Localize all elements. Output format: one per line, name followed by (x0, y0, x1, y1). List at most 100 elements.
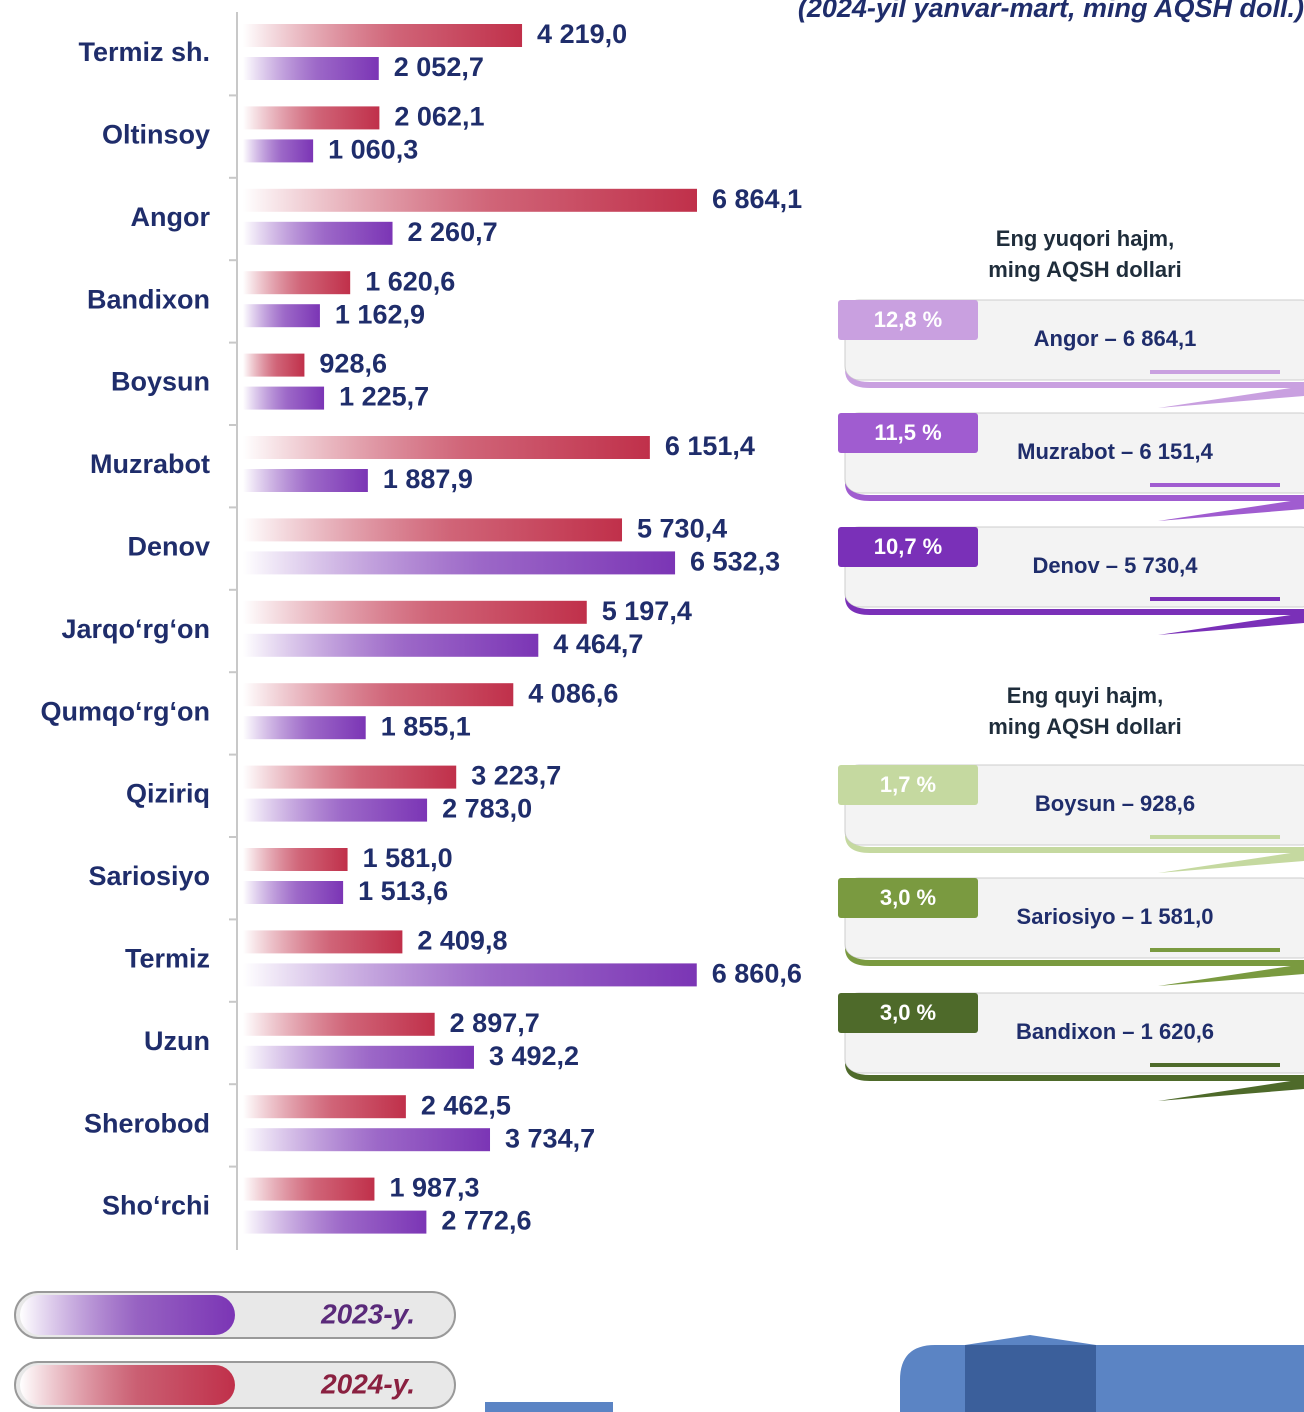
bar (243, 1177, 375, 1201)
value-label: 2 462,5 (421, 1090, 511, 1120)
bar (243, 963, 697, 987)
percent-label: 3,0 % (880, 885, 936, 910)
legend-swatch (20, 1365, 235, 1405)
value-label: 1 513,6 (358, 876, 448, 906)
decoration (485, 1402, 613, 1412)
category-label: Uzun (144, 1026, 210, 1056)
bar (243, 848, 348, 871)
bar (243, 600, 587, 624)
percent-tab (838, 300, 978, 340)
legend-label: 2024-y. (320, 1368, 415, 1399)
value-label: 2 260,7 (408, 217, 498, 247)
value-label: 3 492,2 (489, 1041, 579, 1071)
bar (243, 716, 366, 740)
bar (243, 930, 403, 954)
bar (243, 765, 457, 789)
category-label: Sariosiyo (88, 861, 210, 891)
decoration (965, 1345, 1096, 1412)
item-label: Denov – 5 730,4 (1032, 553, 1198, 578)
value-label: 1 225,7 (339, 382, 429, 412)
value-label: 2 409,8 (417, 926, 507, 956)
panel-flag (1158, 386, 1304, 408)
item-label: Boysun – 928,6 (1035, 791, 1195, 816)
value-label: 1 855,1 (381, 711, 471, 741)
subtitle: (2024-yil yanvar-mart, ming AQSH doll.) (798, 0, 1304, 23)
panel-flag (1158, 964, 1304, 986)
value-label: 1 060,3 (328, 135, 418, 165)
percent-tab (838, 878, 978, 918)
value-label: 1 887,9 (383, 464, 473, 494)
value-label: 6 864,1 (712, 184, 802, 214)
percent-label: 11,5 % (874, 420, 941, 445)
bar (243, 798, 428, 822)
panel-ribbon (845, 597, 1304, 615)
category-label: Termiz sh. (78, 37, 210, 67)
category-label: Boysun (111, 367, 210, 397)
panel-title: Eng quyi hajm, (1007, 683, 1163, 708)
decoration (900, 1335, 1304, 1412)
category-label: Qiziriq (126, 779, 210, 809)
panel-ribbon (845, 370, 1304, 388)
percent-tab (838, 413, 978, 453)
bar (243, 386, 325, 410)
bar (243, 1210, 427, 1234)
percent-tab (838, 527, 978, 567)
value-label: 2 772,6 (441, 1206, 531, 1236)
panel-ribbon (845, 835, 1304, 853)
bar (243, 633, 539, 657)
category-label: Denov (127, 532, 210, 562)
percent-label: 12,8 % (874, 307, 943, 332)
bar (243, 518, 623, 542)
panel-ribbon (845, 483, 1304, 501)
percent-label: 10,7 % (874, 534, 943, 559)
legend-label: 2023-y. (320, 1298, 415, 1329)
legend-swatch (20, 1295, 235, 1335)
bar (243, 139, 314, 163)
percent-label: 3,0 % (880, 1000, 936, 1025)
bar (243, 1095, 406, 1119)
value-label: 1 620,6 (365, 266, 455, 296)
bar (243, 353, 305, 377)
category-label: Oltinsoy (102, 120, 210, 150)
panel-flag (1158, 851, 1304, 873)
bar (243, 1128, 491, 1152)
bar (243, 271, 351, 295)
panel-unit: ming AQSH dollari (988, 257, 1182, 282)
bar (243, 1012, 435, 1036)
panel-ribbon (845, 1063, 1304, 1081)
bar (243, 24, 523, 47)
value-label: 6 532,3 (690, 547, 780, 577)
percent-label: 1,7 % (880, 772, 936, 797)
panel-flag (1158, 613, 1304, 635)
bar (243, 188, 697, 212)
value-label: 5 730,4 (637, 514, 727, 544)
bar (243, 106, 380, 130)
value-label: 2 052,7 (394, 52, 484, 82)
value-label: 3 223,7 (471, 761, 561, 791)
category-label: Termiz (125, 944, 210, 974)
value-label: 4 219,0 (537, 19, 627, 49)
panel-title: Eng yuqori hajm, (996, 226, 1174, 251)
item-label: Bandixon – 1 620,6 (1016, 1019, 1214, 1044)
bar (243, 551, 676, 575)
value-label: 1 581,0 (363, 843, 453, 873)
bar (243, 304, 320, 328)
value-label: 2 783,0 (442, 794, 532, 824)
value-label: 2 062,1 (394, 102, 484, 132)
value-label: 1 162,9 (335, 299, 425, 329)
value-label: 3 734,7 (505, 1123, 595, 1153)
item-label: Muzrabot – 6 151,4 (1017, 439, 1213, 464)
category-label: Qumqo‘rg‘on (41, 696, 210, 726)
value-label: 928,6 (319, 349, 387, 379)
category-label: Sho‘rchi (102, 1191, 210, 1221)
bar (243, 683, 514, 707)
bar (243, 469, 368, 492)
panel-flag (1158, 499, 1304, 521)
panel-flag (1158, 1079, 1304, 1101)
value-label: 6 151,4 (665, 431, 755, 461)
bar (243, 436, 650, 459)
bar (243, 57, 379, 80)
value-label: 5 197,4 (602, 596, 692, 626)
item-label: Sariosiyo – 1 581,0 (1017, 904, 1214, 929)
